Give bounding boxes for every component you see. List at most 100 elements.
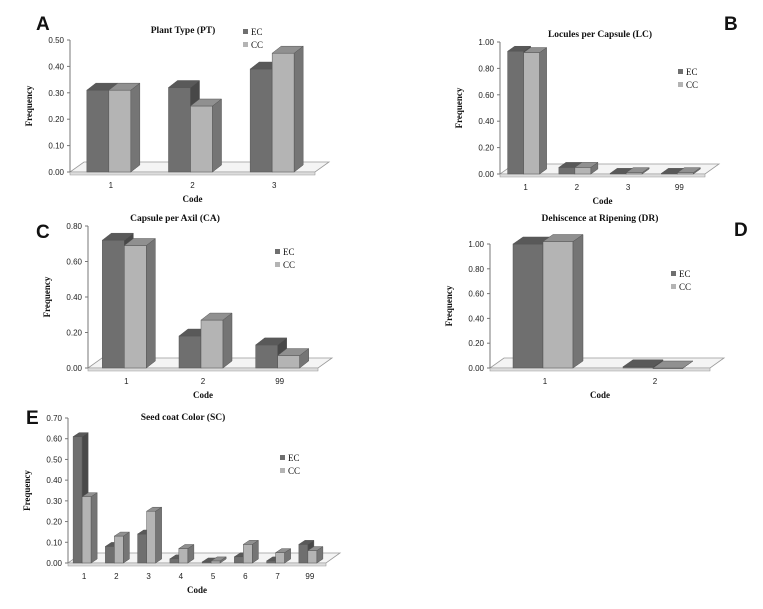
bar-cc-99 [276,348,310,369]
legend-label-cc: CC [679,282,691,292]
bar-front [542,241,574,369]
x-tick-label: 1 [82,572,87,581]
y-tick-label: 0.80 [66,222,82,231]
bar-top [307,546,324,551]
chart-title: Capsule per Axil (CA) [130,213,220,224]
bar-front [137,533,147,564]
bar-top [276,348,310,356]
bar-top [108,82,141,91]
chart-d-svg: D Dehiscence at Ripening (DR) 0.00 0.20 0.40… [444,213,748,400]
bar-top [274,548,292,553]
bar-front [523,52,540,175]
bar-cc-1 [81,492,98,564]
bar-front [146,510,156,564]
y-tick-label: 1.00 [468,240,484,249]
x-tick-label: 3 [626,183,631,192]
legend-label-cc: CC [283,260,295,270]
bar-front [178,335,202,369]
y-tick-label: 0.40 [66,293,82,302]
x-axis-label: Code [193,390,213,400]
y-tick-label: 0.60 [66,258,82,267]
bar-front [298,544,309,564]
bar-ec-2 [622,359,664,369]
bar-front [507,50,524,175]
y-tick-label: 0.00 [46,559,62,568]
bar-side [123,531,130,564]
bar-front [108,89,132,173]
bar-side [130,82,141,173]
x-tick-label: 1 [543,377,548,386]
x-tick-label: 2 [575,183,580,192]
y-tick-label: 0.00 [66,364,82,373]
chart-a-svg: A Plant Type (PT) 0.00 0.10 0.20 0.30 0.40 0.50… [24,14,331,204]
bar-front [81,496,92,564]
bar-front [512,243,544,369]
y-tick-label: 0.20 [48,115,64,124]
bar-cc-2 [200,312,233,369]
chart-panel-c: C Capsule per Axil (CA) 0.00 0.20 0.40 0.60 0.… [0,210,372,410]
bar-front [249,68,273,173]
x-tick-label: 7 [275,572,280,581]
y-tick-label: 0.20 [468,339,484,348]
legend-swatch-ec [243,29,248,34]
bar-cc-2 [652,360,694,369]
x-tick-label: 2 [653,377,658,386]
bar-cc-4 [178,544,195,564]
bar-cc-3 [625,167,650,175]
x-tick-label: 3 [146,572,151,581]
chart-panel-b: B Locules per Capsule (LC) 0.00 0.20 0.40 0.6… [388,0,763,206]
bar-top [625,167,650,173]
bar-cc-2 [189,98,223,173]
y-tick-label: 0.60 [468,290,484,299]
chart-panel-a: A Plant Type (PT) 0.00 0.10 0.20 0.30 0.40 0.50… [0,0,372,215]
bar-front [234,556,244,564]
y-tick-label: 0.70 [46,414,62,423]
bar-side [222,312,233,369]
bar-top [178,544,195,549]
y-tick-label: 0.20 [478,144,494,153]
x-tick-label: 5 [211,572,216,581]
y-tick-label: 0.20 [46,518,62,527]
bar-top [298,540,315,545]
bar-side [155,506,162,564]
bar-front [114,535,124,564]
bar-front [266,560,276,564]
legend-label-cc: CC [288,466,300,476]
bar-top [123,238,157,246]
chart-c-svg: C Capsule per Axil (CA) 0.00 0.20 0.40 0.60 0.… [36,213,334,400]
bar-top [676,167,702,173]
bar-front [558,167,576,175]
bar-front [307,550,318,564]
bar-top [101,232,135,241]
bar-top [622,359,664,368]
x-tick-label: 6 [243,572,248,581]
y-tick-label: 0.00 [48,168,64,177]
panel-letter: D [734,220,748,241]
bar-cc-6 [242,539,260,564]
bar-cc-1 [542,234,584,369]
bar-side [539,47,547,175]
y-tick-label: 0.30 [46,497,62,506]
bar-top [542,234,584,242]
chart-title: Locules per Capsule (LC) [548,29,652,40]
legend-swatch-cc [243,42,248,47]
y-tick-label: 0.40 [468,314,484,323]
legend-label-ec: EC [686,67,698,77]
bar-front [178,548,189,564]
chart-floor-edge [499,173,706,178]
y-tick-label: 0.50 [46,455,62,464]
x-tick-label: 1 [109,181,114,190]
bar-top [210,556,227,562]
bar-top [113,531,131,537]
x-axis-label: Code [183,194,203,204]
bar-front [168,87,191,173]
y-tick-label: 0.60 [478,91,494,100]
chart-title: Seed coat Color (SC) [141,412,226,423]
bar-cc-7 [274,548,292,564]
bar-front [210,560,221,564]
bar-front [277,355,300,369]
bar-cc-5 [210,556,227,564]
y-tick-label: 1.00 [478,38,494,47]
bar-side [90,492,98,564]
x-axis-label: Code [593,196,613,206]
